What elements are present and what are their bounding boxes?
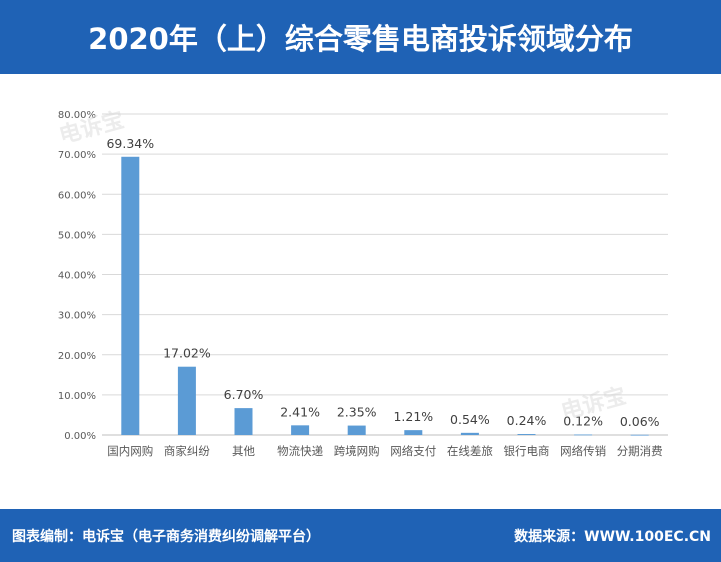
- data-label: 2.35%: [337, 405, 377, 420]
- data-label: 0.06%: [620, 414, 660, 429]
- data-label: 1.21%: [393, 409, 433, 424]
- data-label: 0.54%: [450, 412, 490, 427]
- chart-title: 2020年（上）综合零售电商投诉领域分布: [0, 0, 721, 74]
- y-tick-label: 0.00%: [64, 431, 96, 442]
- y-tick-label: 20.00%: [58, 351, 96, 362]
- data-label: 0.24%: [507, 413, 547, 428]
- bar: [517, 434, 536, 435]
- x-tick-label: 国内网购: [107, 444, 153, 458]
- footer-credit: 图表编制：电诉宝（电子商务消费纠纷调解平台）: [12, 528, 320, 545]
- x-tick-label: 商家纠纷: [164, 444, 210, 458]
- data-label: 17.02%: [163, 346, 211, 361]
- y-tick-label: 50.00%: [58, 230, 96, 241]
- bar: [460, 432, 479, 435]
- y-tick-label: 30.00%: [58, 311, 96, 322]
- x-tick-label: 物流快递: [277, 444, 323, 458]
- bar: [347, 425, 366, 435]
- y-tick-label: 60.00%: [58, 190, 96, 201]
- data-label: 0.12%: [563, 414, 603, 429]
- bar: [291, 425, 310, 435]
- x-tick-label: 跨境网购: [334, 444, 380, 458]
- bar: [404, 430, 423, 435]
- x-tick-label: 分期消费: [617, 444, 663, 458]
- y-tick-label: 40.00%: [58, 271, 96, 282]
- x-tick-label: 在线差旅: [447, 444, 493, 458]
- x-tick-label: 网络传销: [560, 444, 606, 458]
- bar: [630, 434, 649, 436]
- data-label: 69.34%: [106, 136, 154, 151]
- x-tick-label: 其他: [232, 444, 255, 458]
- data-label: 6.70%: [224, 387, 264, 402]
- y-tick-label: 10.00%: [58, 391, 96, 402]
- bar: [121, 156, 140, 435]
- bar: [574, 434, 593, 436]
- x-tick-label: 银行电商: [504, 444, 550, 458]
- bar: [234, 408, 253, 435]
- bar: [177, 366, 196, 435]
- x-tick-label: 网络支付: [390, 444, 436, 458]
- y-tick-label: 80.00%: [58, 110, 96, 121]
- chart-area: 电诉宝 电诉宝 0.00% 10.00% 20.00% 30.00% 40.00% 50.…: [0, 74, 721, 509]
- footer-bar: 图表编制：电诉宝（电子商务消费纠纷调解平台） 数据来源：WWW.100EC.CN: [0, 509, 721, 562]
- y-tick-label: 70.00%: [58, 150, 96, 161]
- bar-chart: 0.00% 10.00% 20.00% 30.00% 40.00% 50.00% 60.00…: [58, 110, 668, 458]
- footer-source: 数据来源：WWW.100EC.CN: [514, 528, 711, 545]
- data-label: 2.41%: [280, 404, 320, 419]
